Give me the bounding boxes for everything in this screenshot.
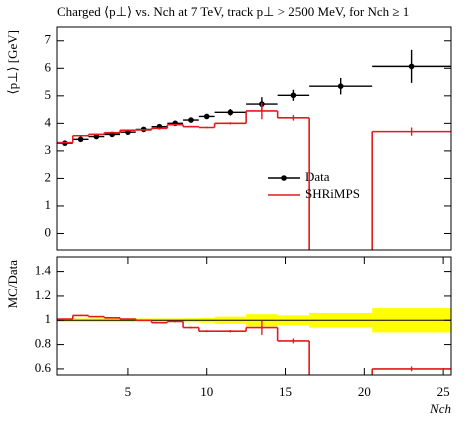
data-point — [227, 109, 234, 116]
y-tick-label: 1 — [45, 311, 52, 326]
plot-frame — [56, 256, 452, 376]
y-tick-label: 7 — [45, 32, 52, 47]
y-tick-label: 2 — [45, 169, 52, 184]
data-point — [408, 63, 415, 70]
data-point — [337, 83, 344, 89]
x-tick-label: 20 — [358, 384, 371, 399]
data-point — [77, 136, 84, 143]
x-tick-label: 10 — [200, 384, 213, 399]
y-tick-label: 0.6 — [35, 360, 52, 375]
data-point — [93, 133, 100, 140]
y-tick-label: 0.8 — [35, 336, 51, 351]
y-axis-label: MC/Data — [5, 260, 20, 309]
legend-label: SHRiMPS — [305, 186, 360, 201]
data-point — [290, 92, 297, 99]
y-tick-label: 4 — [45, 114, 52, 129]
y-tick-label: 1.2 — [35, 287, 51, 302]
y-tick-label: 1 — [45, 197, 52, 212]
x-axis-label: Nch — [429, 401, 451, 416]
y-tick-label: 0 — [45, 224, 52, 239]
data-point — [203, 113, 210, 120]
y-tick-label: 3 — [45, 142, 52, 157]
legend-label: Data — [305, 169, 330, 184]
y-axis-label: ⟨p⊥⟩ [GeV] — [5, 30, 20, 94]
x-tick-label: 15 — [279, 384, 292, 399]
x-tick-label: 25 — [437, 384, 450, 399]
y-tick-label: 6 — [45, 59, 52, 74]
y-tick-label: 1.4 — [35, 263, 52, 278]
plot-frame — [56, 26, 452, 251]
x-tick-label: 5 — [125, 384, 132, 399]
data-point — [188, 117, 194, 123]
chart-title: Charged ⟨p⊥⟩ vs. Nch at 7 TeV, track p⊥ … — [57, 4, 409, 19]
legend-marker — [281, 175, 287, 181]
y-tick-label: 5 — [45, 87, 52, 102]
